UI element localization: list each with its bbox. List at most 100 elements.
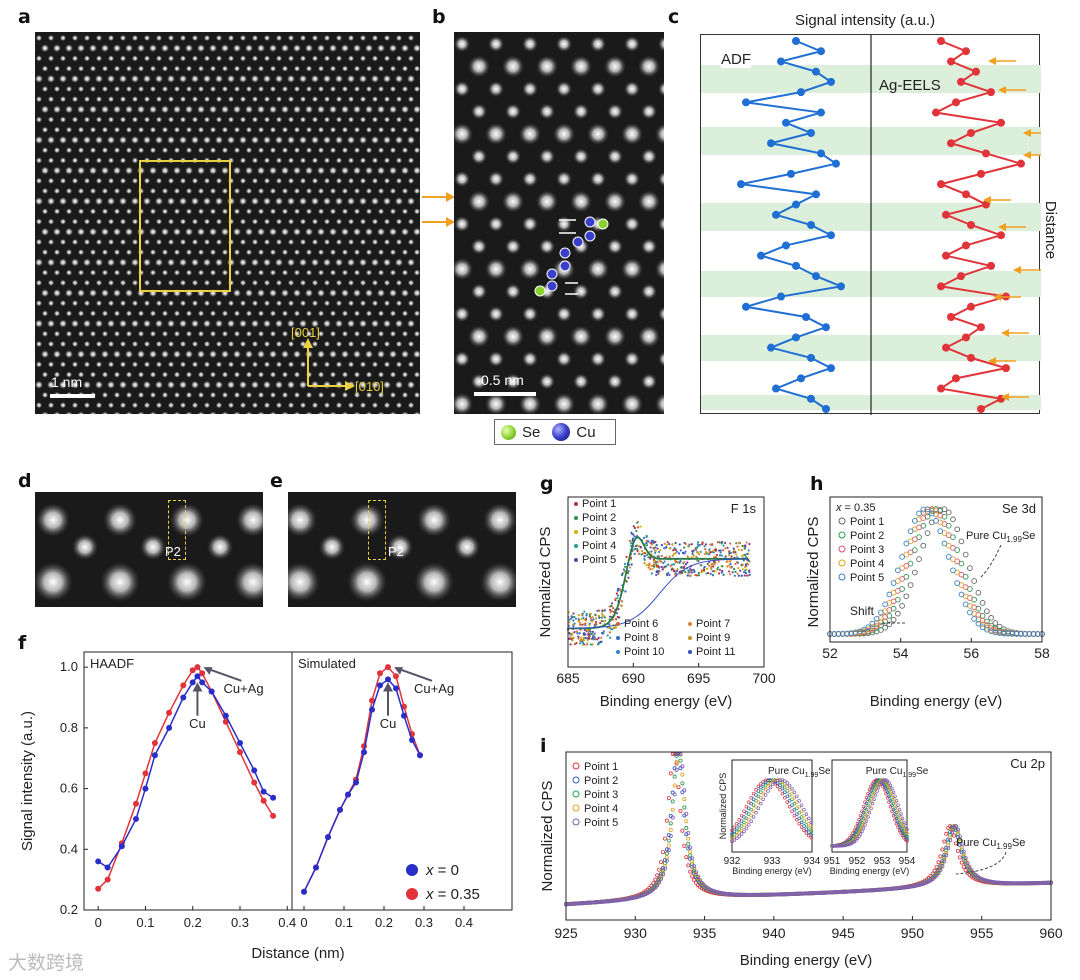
atom-dot [239,34,247,42]
atom-dot [383,340,391,348]
atom-dot [262,380,272,389]
atom-dot [388,227,398,236]
data-point [151,740,158,747]
atom-dot [179,238,187,246]
inset-point [771,778,775,782]
atom-dot [197,65,205,72]
atom-dot [166,135,176,145]
atom-dot [394,74,404,83]
data-point [945,509,952,516]
inset-point [873,793,878,797]
atom-dot [376,350,386,359]
atom-dot [328,350,338,359]
data-point [643,555,646,558]
inset-point [890,786,894,791]
data-point [602,630,605,633]
adf-point [837,282,845,291]
data-point [783,892,788,897]
atom-dot [35,197,44,206]
data-point [674,541,677,545]
atom-dot [83,361,91,368]
atom-dot [364,166,374,175]
legend-label: Point 3 [584,789,618,801]
atom-dot [209,310,217,317]
data-point [1010,881,1015,886]
atom-dot [71,34,79,42]
data-point [730,555,733,558]
adf-point [787,169,795,178]
atom-dot [125,146,133,154]
atom-dot [203,279,211,287]
atom-dot [161,248,169,256]
legend-dot [574,558,578,562]
data-point [610,898,615,903]
data-point [682,561,686,564]
atom-dot [77,187,85,195]
atom-dot [263,55,271,62]
data-point [616,594,620,597]
data-point [672,774,677,779]
atom-dot [178,74,188,83]
eels-point [932,108,940,117]
data-point [704,543,708,546]
inset-point [778,778,782,782]
data-point [676,568,679,571]
atom-dot [359,157,367,164]
atom-dot [172,44,182,53]
inset-tick-label: 951 [824,856,841,867]
legend-label: Point 4 [850,558,884,570]
watermark: 大数跨境 [8,953,85,974]
x-tick-label: 52 [822,645,838,661]
atom-dot [191,177,199,185]
atom-dot [185,371,193,378]
atom-dot [53,85,61,93]
atom-dot [377,411,385,414]
data-point [781,892,786,897]
atom-dot [263,279,271,287]
data-point [680,781,685,786]
data-point [659,875,664,880]
legend-label: Point 3 [850,544,884,556]
data-point [740,563,743,566]
data-point [615,592,618,595]
data-point [833,890,838,895]
atom-dot [287,401,295,409]
atom-dot [353,146,361,154]
atom-dot [161,330,169,338]
atom-dot [316,44,326,53]
data-point [668,834,673,839]
atom-dot [353,269,361,276]
atom-dot [137,330,145,338]
data-point [944,845,949,850]
data-point [690,874,695,879]
adf-point [742,98,750,107]
data-point [733,574,736,577]
data-point [954,526,961,533]
chart-title: F 1s [731,501,757,516]
data-point [668,543,671,546]
data-point [882,887,887,892]
atom-dot [305,126,313,134]
atom-dot [118,74,128,83]
data-point [682,566,685,570]
atom-dot [353,187,361,195]
data-point [95,858,102,865]
atom-dot [118,380,128,389]
data-point [636,521,639,524]
data-point [654,551,657,554]
atom-dot [95,157,103,164]
data-point [626,572,630,575]
atom-dot [395,279,403,287]
atom-dot [334,258,344,267]
pure-arrow [955,851,1007,875]
atom-dot [41,330,49,338]
adf-point [737,180,745,189]
data-point [924,530,931,536]
data-point [647,563,650,566]
data-point [728,560,732,563]
atom-dot [287,157,295,164]
data-point [981,877,986,882]
data-point [992,629,999,636]
data-point [761,892,766,897]
atom-dot [641,148,657,165]
